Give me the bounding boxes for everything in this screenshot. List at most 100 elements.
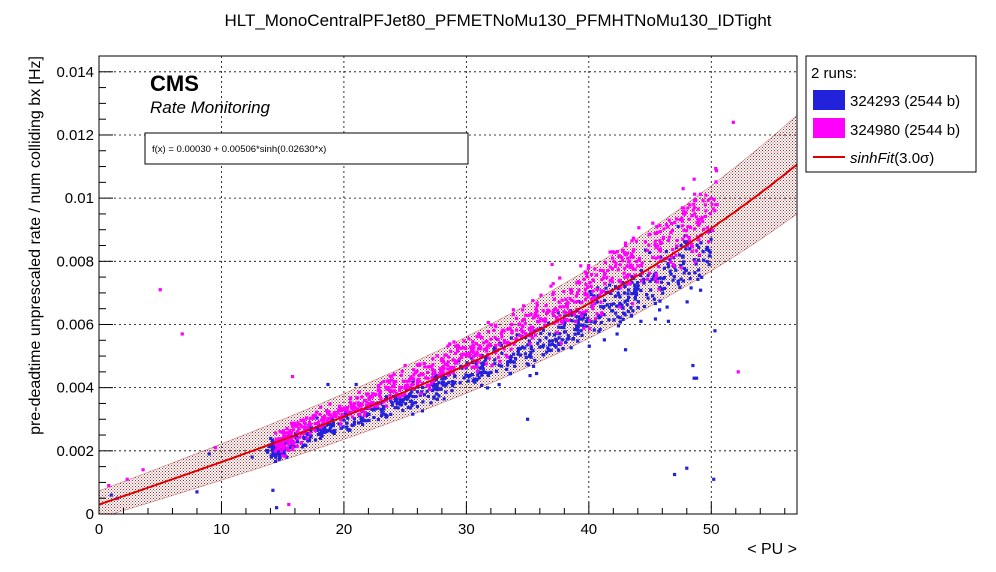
x-tick-label-5: 50: [703, 521, 720, 538]
data-point-run-1: [602, 289, 606, 293]
data-point-run-1: [467, 337, 471, 341]
data-point-run-1: [286, 448, 290, 452]
data-point-run-0: [661, 276, 665, 281]
data-point-run-1: [279, 449, 283, 453]
data-point-run-1: [278, 430, 282, 434]
data-point-run-1: [593, 267, 597, 271]
data-point-run-0: [550, 342, 555, 346]
data-point-run-0: [362, 419, 366, 423]
data-point-run-0-outlier: [195, 490, 199, 494]
data-point-run-0-outlier: [271, 488, 275, 492]
data-point-run-1: [714, 180, 718, 184]
data-point-run-1: [448, 342, 452, 346]
data-point-run-0: [460, 366, 464, 370]
data-point-run-1: [625, 275, 629, 279]
data-point-run-0: [560, 338, 564, 342]
data-point-run-0: [499, 343, 504, 347]
data-point-run-1: [292, 421, 297, 425]
data-point-run-1: [623, 266, 627, 270]
data-point-run-1: [453, 351, 458, 355]
data-point-run-0: [682, 266, 686, 271]
legend-label-sinh-fit-paren: (3.0σ): [894, 150, 934, 167]
data-point-run-1: [584, 282, 588, 287]
data-point-run-1: [603, 260, 607, 265]
data-point-run-1: [387, 386, 391, 390]
plot-frame-bg: [99, 56, 797, 514]
data-point-run-1: [428, 387, 432, 391]
data-point-run-0: [676, 279, 680, 283]
data-point-run-0: [282, 450, 286, 455]
data-point-run-1: [296, 421, 300, 425]
data-point-run-0: [681, 260, 686, 264]
data-point-run-0: [533, 329, 537, 333]
legend-swatch-run-324980: [813, 118, 845, 138]
data-point-run-0: [547, 339, 552, 343]
data-point-run-1: [558, 313, 562, 318]
data-point-run-1: [528, 342, 532, 346]
data-point-run-0-outlier: [713, 329, 717, 333]
data-point-run-1: [471, 350, 476, 355]
data-point-run-1: [476, 360, 480, 364]
data-point-run-0: [527, 339, 531, 343]
data-point-run-1: [631, 267, 635, 271]
data-point-run-1: [690, 244, 694, 249]
data-point-run-1: [431, 357, 435, 361]
data-point-run-0: [430, 388, 435, 393]
data-point-run-0: [556, 311, 560, 315]
data-point-run-1: [535, 303, 539, 308]
data-point-run-1: [467, 352, 472, 356]
data-point-run-1: [711, 228, 715, 233]
data-point-run-0: [552, 333, 556, 337]
data-point-run-1: [339, 418, 343, 422]
data-point-run-0: [342, 418, 346, 422]
data-point-run-1: [453, 344, 458, 348]
data-point-run-1: [318, 405, 323, 409]
data-point-run-0: [627, 288, 631, 292]
data-point-run-0: [361, 416, 365, 420]
data-point-run-1: [536, 314, 540, 318]
data-point-run-0: [370, 407, 374, 411]
data-point-run-1: [687, 235, 691, 239]
data-point-run-0: [708, 250, 712, 254]
data-point-run-0: [671, 256, 675, 260]
data-point-run-0: [390, 403, 395, 407]
data-point-run-1: [339, 422, 343, 426]
data-point-run-0: [480, 361, 484, 365]
data-point-run-0: [595, 300, 599, 304]
data-point-run-0: [570, 313, 574, 317]
data-point-run-1: [367, 397, 371, 401]
data-point-run-0: [406, 395, 410, 399]
data-point-run-1: [474, 353, 479, 357]
data-point-run-1: [671, 247, 675, 252]
data-point-run-0: [633, 289, 637, 293]
data-point-run-0: [563, 320, 567, 325]
data-point-run-0: [341, 425, 345, 429]
data-point-run-1: [698, 221, 702, 225]
data-point-run-1: [713, 209, 717, 213]
data-point-run-1: [443, 362, 448, 366]
data-point-run-1: [316, 422, 320, 426]
data-point-run-0-outlier: [274, 506, 279, 510]
data-point-run-1: [399, 385, 404, 389]
data-point-run-1: [299, 423, 303, 427]
data-point-run-1: [708, 212, 713, 216]
data-point-run-0: [562, 326, 566, 330]
data-point-run-0: [270, 438, 274, 442]
data-point-run-0: [652, 273, 656, 277]
data-point-run-1: [626, 282, 630, 286]
data-point-run-1: [423, 365, 427, 369]
data-point-run-1: [313, 413, 318, 418]
data-point-run-0: [346, 416, 350, 420]
data-point-run-0: [307, 439, 312, 443]
data-point-run-0: [695, 243, 699, 247]
data-point-run-1: [321, 420, 325, 424]
data-point-run-0: [635, 281, 640, 285]
data-point-run-0: [352, 422, 356, 426]
data-point-run-1: [600, 311, 604, 315]
data-point-run-0: [693, 271, 697, 275]
data-point-run-0: [482, 362, 486, 367]
data-point-run-0: [420, 390, 424, 394]
data-point-run-1: [586, 295, 590, 299]
data-point-run-0: [352, 417, 356, 421]
data-point-run-1: [535, 301, 539, 305]
